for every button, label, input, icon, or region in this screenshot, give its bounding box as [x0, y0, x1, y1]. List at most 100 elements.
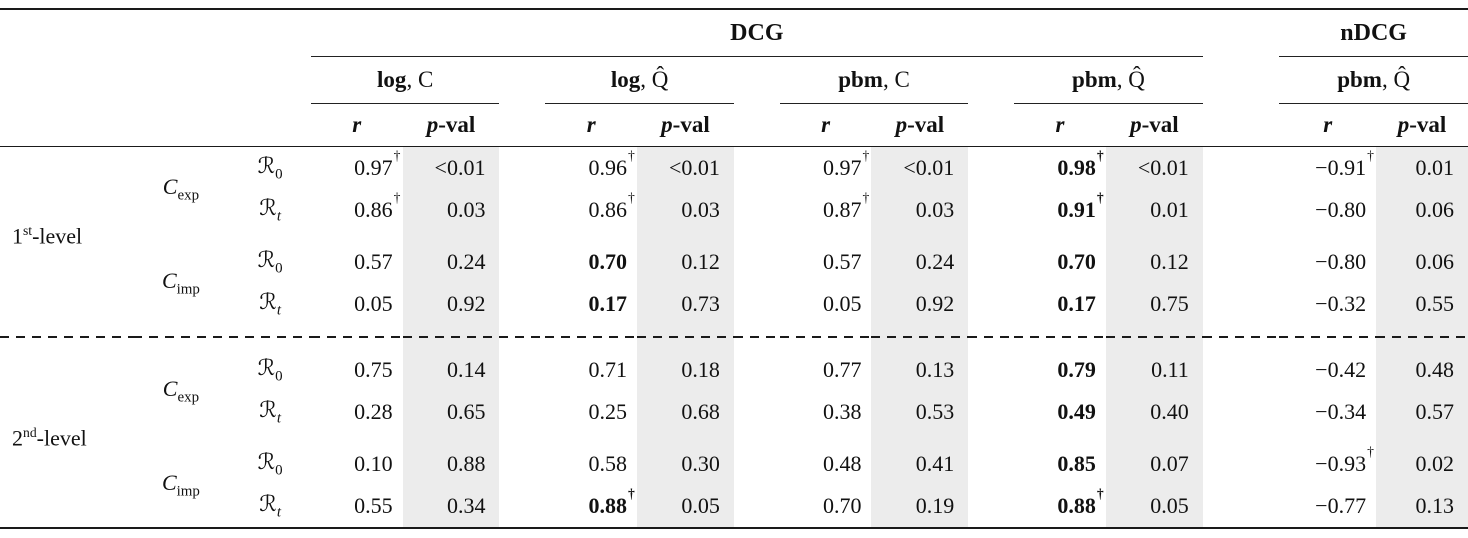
stat-r-italic: r: [586, 112, 596, 137]
r-value: 0.88 †: [1057, 486, 1103, 519]
r-value: 0.70: [589, 249, 628, 275]
stat-p-rest: -val: [1409, 112, 1447, 137]
r-value-cell: 0.97 †: [780, 147, 872, 190]
stat-p-rest: -val: [907, 112, 945, 137]
r-value-cell: 0.70: [545, 241, 637, 283]
gap-cell: [734, 147, 780, 190]
spacer-cell: [1279, 231, 1376, 241]
gap-cell: [734, 485, 780, 528]
label-base: C: [162, 173, 178, 199]
r-value-cell: 0.91 †: [1014, 189, 1106, 231]
p-value-cell: 0.14: [402, 349, 500, 391]
spacer-cell: [1279, 433, 1376, 443]
r-number: 0.17: [1057, 291, 1096, 316]
stat-p-italic: p: [426, 112, 439, 137]
p-value-cell: 0.53: [871, 391, 969, 433]
r-value: 0.38: [823, 399, 862, 425]
dagger-icon: †: [628, 190, 635, 206]
gap-cell: [968, 189, 1014, 231]
spacer-cell: [402, 231, 500, 241]
label-subscript: t: [277, 208, 281, 224]
group-header-word: pbm: [1072, 67, 1117, 92]
sub-text: t: [276, 302, 281, 319]
stat-r-italic: r: [1055, 112, 1065, 137]
r-value: 0.70: [823, 493, 862, 519]
blank-cell: [0, 9, 311, 57]
r-number: 0.71: [588, 357, 628, 382]
r-number: 0.96: [588, 155, 628, 180]
spacer-cell: [780, 433, 872, 443]
p-value-cell: 0.06: [1376, 241, 1468, 283]
spacer-cell: [499, 433, 545, 443]
spacer-cell: [229, 231, 311, 241]
gap-cell: [1203, 147, 1279, 190]
r-value-cell: 0.28: [311, 391, 403, 433]
stat-p-rest: -val: [438, 112, 476, 137]
data-row: ℛt 0.28 0.65 0.25 0.68 0.38 0.53 0.49 0.40 −0.34 0…: [0, 391, 1468, 433]
group-header-0: log, C: [310, 56, 500, 104]
label-subscript: 0: [275, 368, 282, 384]
spacer-cell: [545, 433, 637, 443]
r-number: 0.70: [588, 249, 628, 274]
sub-text: t: [276, 410, 281, 427]
p-value-cell: 0.73: [637, 283, 734, 325]
r-number: 0.88: [588, 493, 628, 518]
stat-p-italic: p: [895, 112, 908, 137]
r-value-cell: −0.91 †: [1279, 147, 1376, 190]
r-value: 0.17: [589, 291, 628, 317]
dagger-icon: †: [628, 486, 635, 502]
group-header-2: pbm, C: [779, 56, 969, 104]
sub-text: imp: [176, 483, 200, 500]
header-row-measures: DCG nDCG: [0, 9, 1468, 57]
sub-text: t: [276, 208, 281, 225]
gap-cell: [1203, 391, 1279, 433]
sub-text: exp: [177, 187, 200, 204]
dagger-icon: †: [393, 148, 401, 164]
condition-label: Cexp: [133, 147, 230, 232]
condition-label: Cimp: [133, 443, 230, 528]
spacer-cell: [1203, 433, 1279, 443]
r-number: 0.38: [822, 399, 862, 424]
data-row: ℛt 0.86 † 0.03 0.86 † 0.03 0.87 † 0.03 0.91 † 0.01 −0…: [0, 189, 1468, 231]
label-subscript: t: [277, 302, 281, 318]
p-value-cell: 0.24: [871, 241, 969, 283]
r-value-cell: −0.34: [1279, 391, 1376, 433]
sub-text: t: [276, 504, 281, 521]
r-value-cell: 0.98 †: [1014, 147, 1106, 190]
r-number: 0.79: [1057, 357, 1096, 382]
r-value-cell: 0.58: [545, 443, 637, 485]
r-number: −0.32: [1315, 291, 1367, 316]
condition-label: Cexp: [133, 349, 230, 433]
spacer-cell: [311, 231, 403, 241]
r-value: −0.42: [1315, 357, 1366, 383]
p-value-cell: 0.41: [871, 443, 969, 485]
gap-cell: [499, 443, 545, 485]
label-base: ℛ: [259, 289, 277, 315]
metric-label: ℛt: [229, 283, 311, 325]
r-number: 0.91: [1057, 197, 1096, 222]
r-value: −0.34: [1315, 399, 1366, 425]
r-number: 0.25: [588, 399, 628, 424]
dagger-icon: †: [393, 190, 401, 206]
gap-cell: [968, 147, 1014, 190]
spacer-cell: [402, 433, 500, 443]
spacer-cell: [1105, 433, 1203, 443]
r-number: 0.77: [822, 357, 862, 382]
r-value-cell: 0.49: [1014, 391, 1106, 433]
p-value-cell: 0.40: [1105, 391, 1203, 433]
sub-text: exp: [177, 389, 200, 406]
p-value-cell: 0.68: [637, 391, 734, 433]
dash-cell: [402, 325, 500, 349]
dagger-icon: †: [1096, 148, 1104, 164]
dash-cell: [733, 325, 780, 349]
data-row: 2nd-level Cexp ℛ0 0.75 0.14 0.71 0.18 0.77 0.13 0…: [0, 349, 1468, 450]
r-value: −0.80: [1315, 249, 1366, 275]
r-value-cell: 0.70: [780, 485, 872, 528]
r-value-cell: 0.05: [311, 283, 403, 325]
gap-cell: [499, 241, 545, 283]
group-header-3: pbm, Q̂: [1014, 56, 1203, 104]
gap-cell: [968, 391, 1014, 433]
